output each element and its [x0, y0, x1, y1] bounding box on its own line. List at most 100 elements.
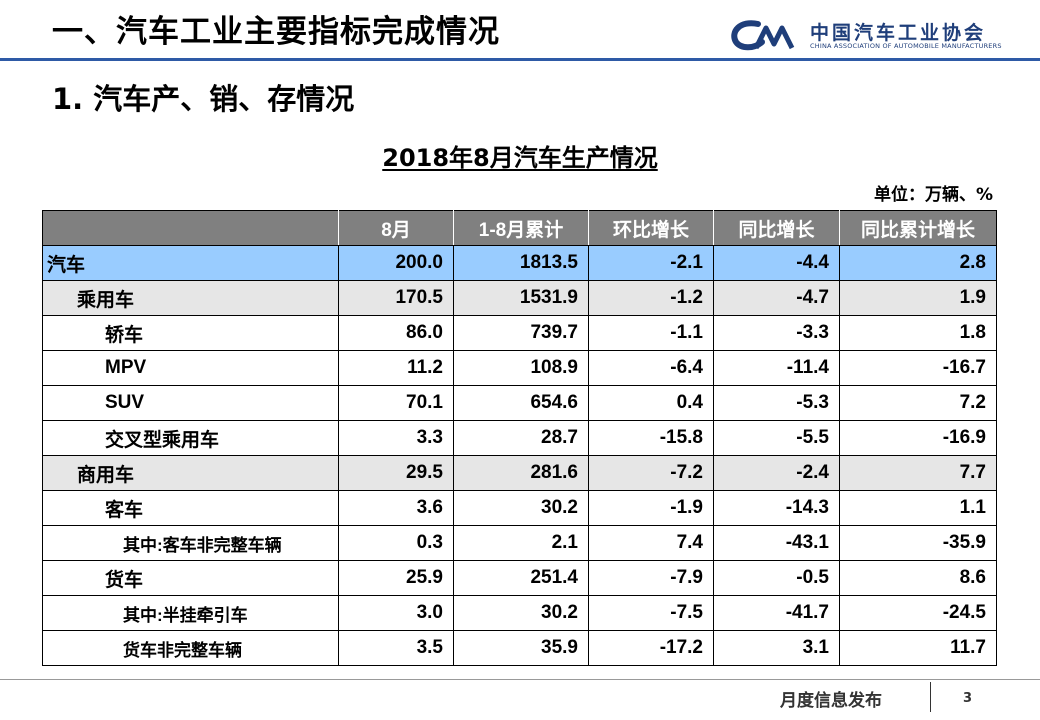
row-value: 108.9 [453, 350, 589, 386]
row-value: 2.1 [453, 525, 589, 561]
table-row: SUV 70.1 654.6 0.4 -5.3 7.2 [42, 385, 997, 421]
row-label: 轿车 [42, 315, 339, 351]
table-title: 2018年8月汽车生产情况 [0, 142, 1040, 174]
unit-note: 单位：万辆、% [873, 185, 993, 205]
table-row: 商用车 29.5 281.6 -7.2 -2.4 7.7 [42, 455, 997, 491]
footer-label: 月度信息发布 [780, 691, 882, 711]
row-value: -17.2 [588, 630, 714, 666]
row-label: 乘用车 [42, 280, 339, 316]
row-label: SUV [42, 385, 339, 421]
row-value: -6.4 [588, 350, 714, 386]
logo-name-cn: 中国汽车工业协会 [810, 22, 987, 44]
row-label: 其中:半挂牵引车 [42, 595, 339, 631]
row-value: 11.2 [338, 350, 454, 386]
row-value: 2.8 [839, 245, 997, 281]
row-value: -11.4 [713, 350, 840, 386]
row-value: -2.1 [588, 245, 714, 281]
row-value: 11.7 [839, 630, 997, 666]
row-value: -43.1 [713, 525, 840, 561]
table-row: 客车 3.6 30.2 -1.9 -14.3 1.1 [42, 490, 997, 526]
row-value: -14.3 [713, 490, 840, 526]
row-value: -35.9 [839, 525, 997, 561]
row-value: -16.7 [839, 350, 997, 386]
row-value: 29.5 [338, 455, 454, 491]
section-title: 1. 汽车产、销、存情况 [52, 82, 355, 116]
row-label: MPV [42, 350, 339, 386]
table-row: 乘用车 170.5 1531.9 -1.2 -4.7 1.9 [42, 280, 997, 316]
header-category [42, 210, 339, 246]
row-value: 35.9 [453, 630, 589, 666]
row-value: 7.2 [839, 385, 997, 421]
row-value: -4.4 [713, 245, 840, 281]
table-row: 货车 25.9 251.4 -7.9 -0.5 8.6 [42, 560, 997, 596]
row-value: -15.8 [588, 420, 714, 456]
row-value: 1.8 [839, 315, 997, 351]
row-value: -5.5 [713, 420, 840, 456]
row-value: 3.1 [713, 630, 840, 666]
row-value: -7.9 [588, 560, 714, 596]
header-month: 8月 [338, 210, 454, 246]
header-yoy-cumulative-growth: 同比累计增长 [839, 210, 997, 246]
row-label: 其中:客车非完整车辆 [42, 525, 339, 561]
row-value: 1.1 [839, 490, 997, 526]
production-table: 8月 1-8月累计 环比增长 同比增长 同比累计增长 汽车 200.0 1813.5… [42, 210, 997, 666]
row-label: 汽车 [42, 245, 339, 281]
row-value: 200.0 [338, 245, 454, 281]
page-number: 3 [963, 691, 973, 706]
table-row: 其中:半挂牵引车 3.0 30.2 -7.5 -41.7 -24.5 [42, 595, 997, 631]
table-row: 交叉型乘用车 3.3 28.7 -15.8 -5.5 -16.9 [42, 420, 997, 456]
row-value: 739.7 [453, 315, 589, 351]
row-value: 1531.9 [453, 280, 589, 316]
footer-rule [0, 679, 1040, 680]
row-label: 交叉型乘用车 [42, 420, 339, 456]
table-row: MPV 11.2 108.9 -6.4 -11.4 -16.7 [42, 350, 997, 386]
slide-title: 一、汽车工业主要指标完成情况 [52, 14, 500, 50]
row-value: 251.4 [453, 560, 589, 596]
row-value: -16.9 [839, 420, 997, 456]
row-label: 货车非完整车辆 [42, 630, 339, 666]
row-value: 25.9 [338, 560, 454, 596]
row-value: -4.7 [713, 280, 840, 316]
row-value: 0.4 [588, 385, 714, 421]
row-value: 30.2 [453, 595, 589, 631]
row-value: 170.5 [338, 280, 454, 316]
row-value: 30.2 [453, 490, 589, 526]
row-value: -5.3 [713, 385, 840, 421]
row-value: 8.6 [839, 560, 997, 596]
row-value: 1.9 [839, 280, 997, 316]
table-row: 汽车 200.0 1813.5 -2.1 -4.4 2.8 [42, 245, 997, 281]
table-title-text: 2018年8月汽车生产情况 [382, 144, 658, 172]
caam-logo: 中国汽车工业协会 CHINA ASSOCIATION OF AUTOMOBILE… [730, 18, 1002, 54]
row-value: -1.9 [588, 490, 714, 526]
table-header-row: 8月 1-8月累计 环比增长 同比增长 同比累计增长 [42, 210, 997, 246]
row-value: -24.5 [839, 595, 997, 631]
row-value: -3.3 [713, 315, 840, 351]
row-value: -7.5 [588, 595, 714, 631]
footer-divider [930, 682, 931, 712]
row-value: 3.5 [338, 630, 454, 666]
header-yoy-growth: 同比增长 [713, 210, 840, 246]
row-label: 商用车 [42, 455, 339, 491]
table-body: 汽车 200.0 1813.5 -2.1 -4.4 2.8 乘用车 170.5 1531.9 -1… [42, 245, 997, 666]
row-value: 3.3 [338, 420, 454, 456]
logo-name-en: CHINA ASSOCIATION OF AUTOMOBILE MANUFACT… [810, 42, 1002, 50]
row-label: 货车 [42, 560, 339, 596]
row-value: 70.1 [338, 385, 454, 421]
table-row: 其中:客车非完整车辆 0.3 2.1 7.4 -43.1 -35.9 [42, 525, 997, 561]
row-value: -41.7 [713, 595, 840, 631]
row-value: -0.5 [713, 560, 840, 596]
row-value: 1813.5 [453, 245, 589, 281]
row-value: -1.1 [588, 315, 714, 351]
row-value: 7.4 [588, 525, 714, 561]
row-value: 0.3 [338, 525, 454, 561]
header-mom-growth: 环比增长 [588, 210, 714, 246]
row-label: 客车 [42, 490, 339, 526]
row-value: -1.2 [588, 280, 714, 316]
row-value: 654.6 [453, 385, 589, 421]
header-cumulative: 1-8月累计 [453, 210, 589, 246]
table-row: 轿车 86.0 739.7 -1.1 -3.3 1.8 [42, 315, 997, 351]
row-value: 7.7 [839, 455, 997, 491]
row-value: 281.6 [453, 455, 589, 491]
row-value: -2.4 [713, 455, 840, 491]
header-rule [0, 58, 1040, 61]
